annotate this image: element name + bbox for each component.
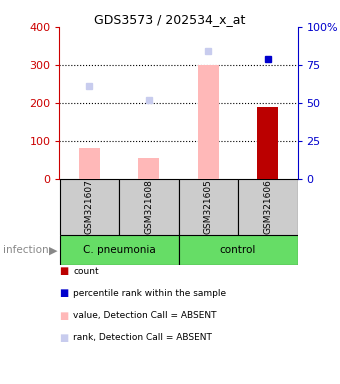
- Bar: [178, 235, 298, 265]
- Text: infection: infection: [3, 245, 49, 255]
- Bar: [119, 179, 178, 235]
- Text: control: control: [220, 245, 256, 255]
- Bar: [59, 179, 119, 235]
- Text: GSM321608: GSM321608: [144, 180, 153, 234]
- Text: GSM321605: GSM321605: [204, 180, 213, 234]
- Bar: [238, 179, 298, 235]
- Bar: [138, 158, 159, 179]
- Bar: [59, 235, 178, 265]
- Text: ■: ■: [59, 266, 69, 276]
- Text: GSM321607: GSM321607: [85, 180, 94, 234]
- Bar: [257, 106, 278, 179]
- Text: ■: ■: [59, 333, 69, 343]
- Text: GSM321606: GSM321606: [263, 180, 272, 234]
- Text: ■: ■: [59, 288, 69, 298]
- Bar: [79, 148, 100, 179]
- Text: count: count: [73, 266, 99, 276]
- Text: ▶: ▶: [49, 245, 58, 255]
- Text: rank, Detection Call = ABSENT: rank, Detection Call = ABSENT: [73, 333, 212, 343]
- Text: GDS3573 / 202534_x_at: GDS3573 / 202534_x_at: [94, 13, 246, 26]
- Bar: [198, 65, 219, 179]
- Text: ■: ■: [59, 311, 69, 321]
- Bar: [178, 179, 238, 235]
- Text: C. pneumonia: C. pneumonia: [83, 245, 155, 255]
- Text: percentile rank within the sample: percentile rank within the sample: [73, 289, 226, 298]
- Text: value, Detection Call = ABSENT: value, Detection Call = ABSENT: [73, 311, 217, 320]
